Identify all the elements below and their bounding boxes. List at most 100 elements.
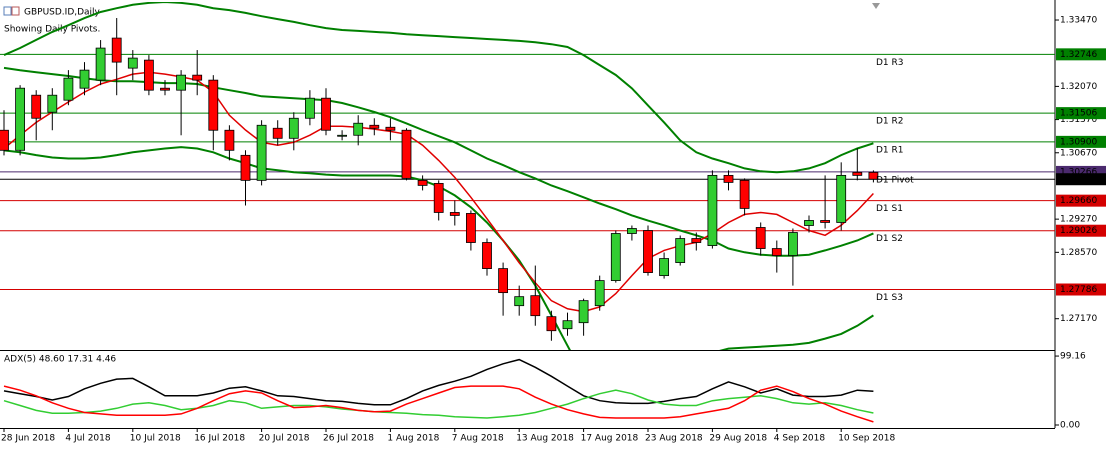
candle-body [369,124,380,129]
candle-body [272,127,283,139]
x-tick-label: 7 Aug 2018 [452,434,504,444]
adx-panel [3,358,874,423]
candle-body [192,74,203,81]
price-box-label: 1.32746 [1060,50,1097,60]
indicator-line [3,358,874,406]
candle-body [63,77,74,101]
price-box [1056,224,1106,237]
x-tick-label: 4 Jul 2018 [65,434,110,444]
y-tick-label: 1.31370 [1060,115,1097,125]
price-box-label: 1.30112 [1060,175,1097,185]
candle-body [321,97,331,131]
candle-body [256,124,267,181]
candle-body [208,79,219,131]
x-tick-label: 26 Jul 2018 [323,434,374,444]
candle-body [304,97,315,119]
candle-body [143,59,154,91]
x-tick-label: 23 Aug 2018 [645,434,703,444]
candle-body [465,213,476,243]
price-box [1056,107,1106,120]
pivot-label: D1 S2 [876,234,903,244]
candle-body [530,295,541,317]
candle-body [514,296,525,307]
candle-body [482,242,492,269]
pivot-label: D1 R2 [876,117,904,127]
candle-body [868,171,879,180]
indicator-line [3,389,874,419]
candle-body [337,134,348,137]
candle-body [353,122,364,136]
candle-body [47,94,58,113]
chart-title: GBPUSD.ID,Daily [24,8,101,18]
candle-body [385,126,396,131]
candle-body [127,57,138,69]
price-box [1056,194,1106,207]
price-box [1056,283,1106,296]
price-box-label: 1.29026 [1060,226,1097,236]
scroll-marker [872,3,880,9]
x-tick-label: 16 Jul 2018 [194,434,245,444]
candle-body [788,232,798,256]
candle-body [675,238,686,263]
candle-body [31,94,42,119]
candle-body [111,37,122,63]
price-panel [0,2,1055,350]
candle-body [707,174,718,246]
indicator-title: ADX(5) 48.60 17.31 4.46 [4,355,116,365]
icon-part [3,6,12,16]
candle-body [804,220,814,226]
candle-body [691,238,702,243]
x-tick-label: 17 Aug 2018 [581,434,639,444]
candle-body [594,280,605,307]
candle-body [0,129,9,151]
y-tick-label: 0.00 [1060,421,1080,431]
pivot-label: D1 R3 [876,58,904,68]
indicator-line [3,2,874,174]
candle-body [562,320,573,330]
pivot-label: D1 R1 [876,145,904,155]
symbol-icon [3,6,20,16]
price-box-label: 1.31506 [1060,109,1097,119]
x-tick-label: 20 Jul 2018 [259,434,310,444]
candle-body [739,179,750,209]
indicator-line [3,385,874,423]
y-tick-label: 1.29270 [1060,215,1097,225]
candle-body [433,182,444,213]
candle-body [723,174,734,183]
x-tick-label: 29 Aug 2018 [709,434,767,444]
candle-body [15,87,26,151]
overlay: D1 R3 D1 R2 D1 R1 D1 Pivot D1 S1 D1 S2 D1 S3 1.… [1,16,1106,444]
x-tick-label: 1 Aug 2018 [387,434,439,444]
price-box-label: 1.30266 [1060,167,1097,177]
candle-body [627,228,637,234]
x-tick-label: 10 Sep 2018 [838,434,895,444]
x-tick-label: 28 Jun 2018 [1,434,55,444]
candle-body [224,129,235,151]
price-box [1056,48,1106,61]
x-tick-label: 4 Sep 2018 [774,434,826,444]
candle-body [176,74,187,91]
y-tick-label: 99.16 [1060,352,1086,362]
candle-body [852,171,863,176]
candle-body [659,258,669,277]
price-box [1056,135,1106,148]
candle-body [79,69,90,89]
candle-body [498,268,509,294]
candle-body [95,47,106,81]
candle-body [160,87,170,91]
candle-body [417,179,428,186]
candle-body [610,233,621,281]
candle-body [643,230,653,273]
candle-body [401,129,412,179]
candle-body [288,117,299,139]
y-tick-label: 1.28570 [1060,248,1097,258]
pivot-label: D1 Pivot [876,175,914,185]
chart-subtitle: Showing Daily Pivots. [4,25,100,35]
price-box-label: 1.30900 [1060,137,1097,147]
x-tick-label: 10 Jul 2018 [130,434,181,444]
candle-body [240,154,251,181]
candle-body [771,248,782,256]
